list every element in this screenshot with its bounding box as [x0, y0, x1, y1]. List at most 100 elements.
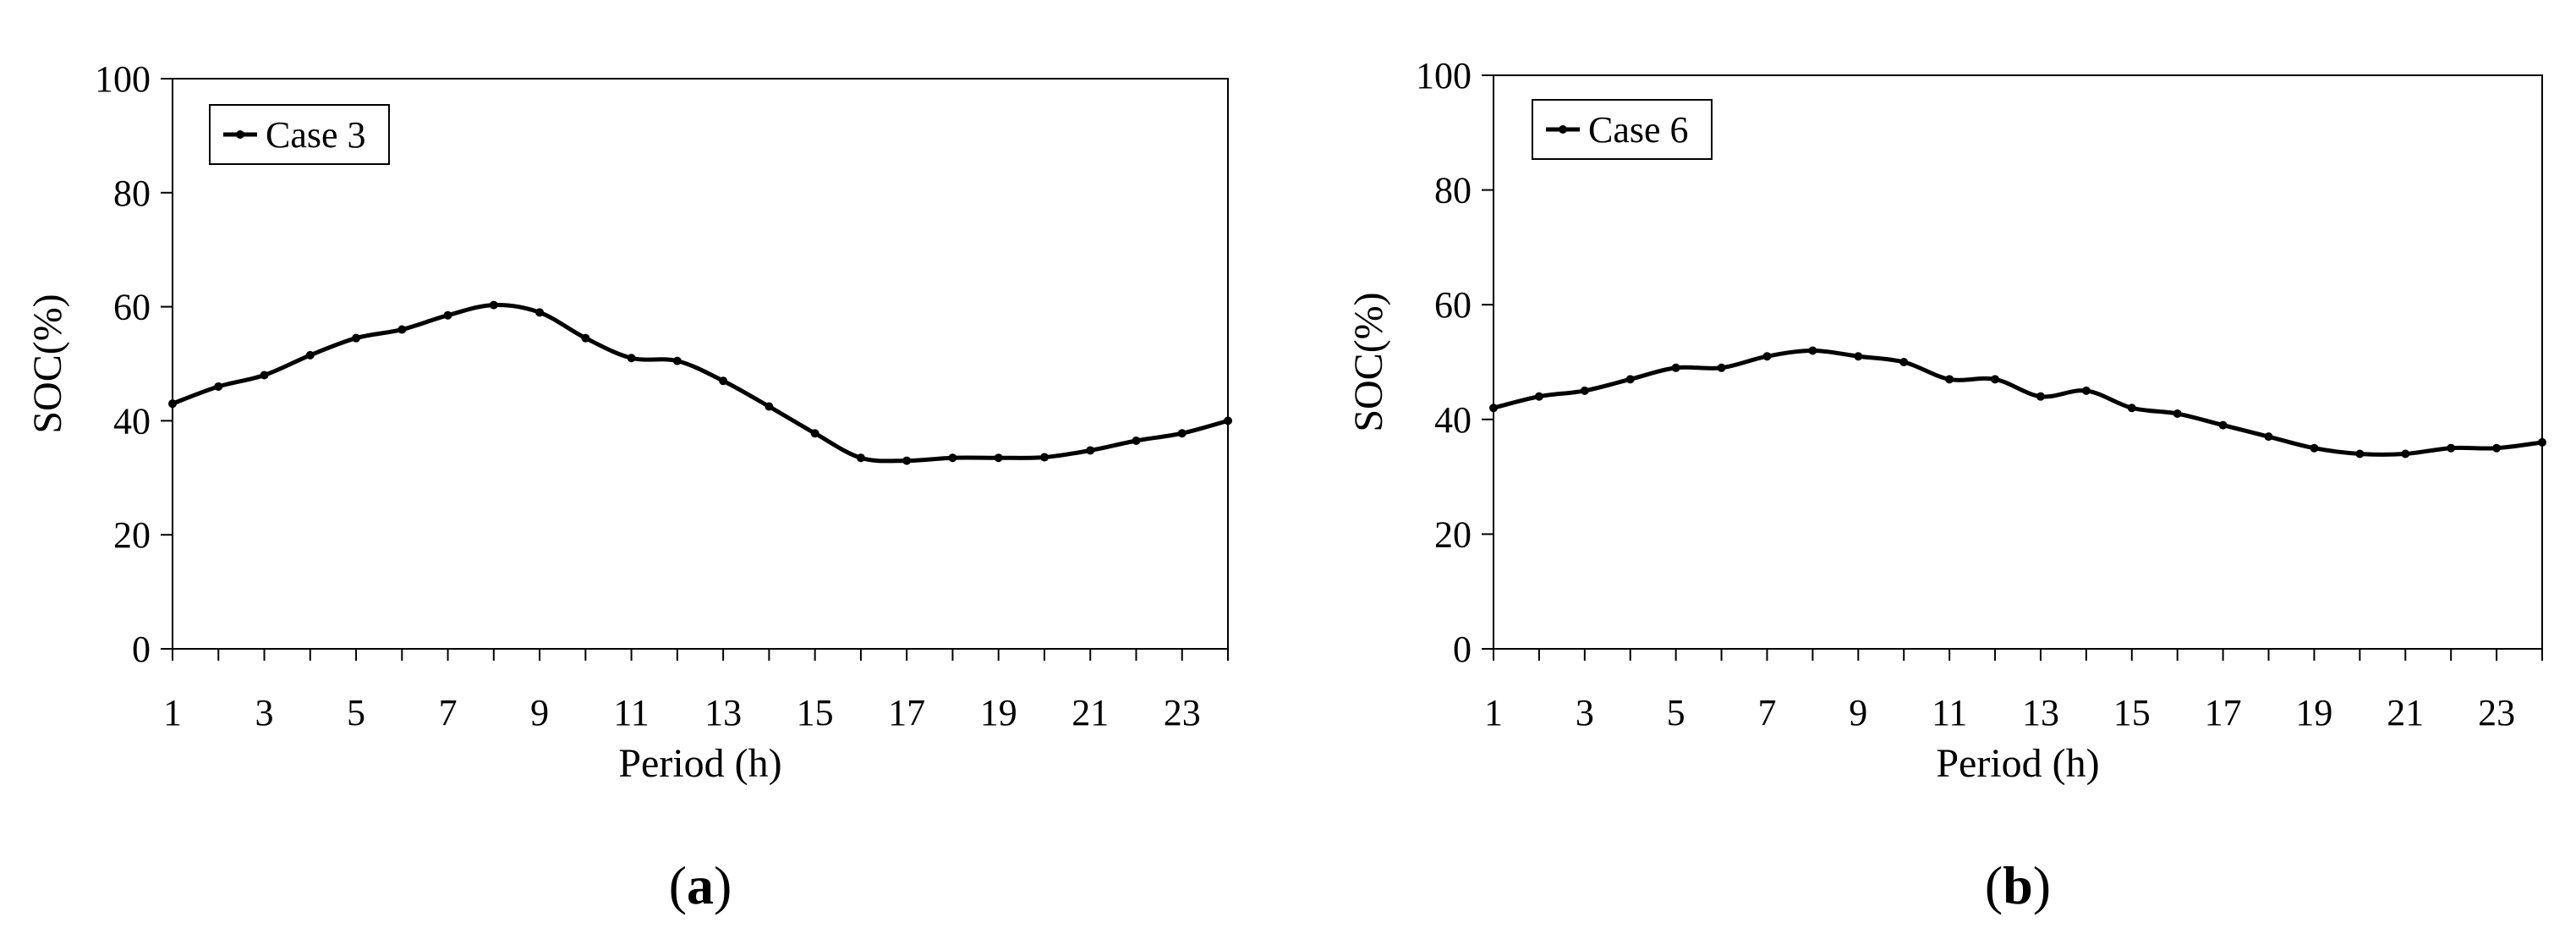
data-point: [2264, 432, 2273, 442]
y-tick-label: 20: [1434, 513, 1472, 555]
series-line: [1491, 348, 2545, 457]
legend: Case 3: [209, 104, 390, 165]
data-point: [2310, 443, 2319, 453]
x-axis-title: Period (h): [1936, 741, 2099, 786]
x-tick-label: 21: [1072, 692, 1109, 733]
x-tick-label: 1: [163, 692, 182, 733]
x-tick-label: 21: [2387, 692, 2424, 733]
legend-marker: [236, 130, 244, 139]
x-tick-label: 9: [530, 692, 549, 733]
legend-marker: [1559, 125, 1567, 134]
data-point: [948, 453, 957, 463]
data-point: [2492, 443, 2502, 453]
data-point: [765, 402, 774, 411]
data-point: [581, 333, 590, 343]
x-tick-label: 7: [1757, 692, 1776, 733]
data-point: [1039, 453, 1049, 462]
panel-label: (a): [669, 855, 732, 915]
data-point: [2401, 449, 2410, 459]
x-tick-label: 11: [1932, 692, 1967, 733]
data-point: [260, 371, 269, 380]
x-tick-label: 23: [2478, 692, 2515, 733]
data-point: [1808, 346, 1817, 355]
data-point: [214, 382, 223, 391]
x-tick-label: 3: [1576, 692, 1594, 733]
x-tick-label: 5: [1667, 692, 1685, 733]
data-point: [1132, 436, 1141, 445]
data-point: [535, 308, 545, 317]
y-axis-title: SOC(%): [25, 294, 70, 433]
data-point: [1899, 358, 1909, 366]
y-tick-label: 80: [1434, 170, 1472, 211]
data-point: [902, 456, 912, 465]
data-point: [627, 354, 636, 363]
x-tick-label: 15: [797, 692, 834, 733]
data-point: [994, 453, 1003, 463]
legend: Case 6: [1532, 99, 1713, 160]
data-point: [397, 325, 407, 334]
data-point: [1534, 392, 1543, 401]
data-point: [489, 300, 498, 310]
data-point: [1177, 429, 1187, 438]
y-axis-title: SOC(%): [1346, 292, 1391, 431]
y-tick-label: 60: [1434, 284, 1472, 326]
data-point: [1717, 363, 1726, 372]
data-point: [1086, 446, 1095, 455]
x-tick-label: 17: [2205, 692, 2242, 733]
data-point: [1671, 363, 1680, 372]
panel-label: (b): [1985, 855, 2051, 915]
data-point: [856, 453, 865, 463]
data-point: [2538, 437, 2546, 447]
data-point: [2447, 443, 2456, 453]
y-tick-label: 40: [113, 400, 151, 442]
data-point: [1991, 375, 2000, 384]
data-point: [719, 376, 728, 386]
data-point: [2355, 449, 2365, 459]
x-tick-label: 13: [2022, 692, 2059, 733]
x-tick-label: 9: [1849, 692, 1867, 733]
y-tick-label: 80: [113, 173, 151, 214]
data-point: [2036, 392, 2045, 401]
x-tick-label: 23: [1164, 692, 1201, 733]
y-tick-label: 40: [1434, 399, 1472, 441]
x-tick-label: 19: [980, 692, 1017, 733]
x-tick-label: 15: [2113, 692, 2151, 733]
data-point: [443, 310, 452, 320]
plot-area-frame: [1493, 74, 2543, 650]
data-point: [352, 333, 361, 343]
data-point: [2081, 386, 2091, 395]
x-tick-label: 1: [1484, 692, 1503, 733]
plot-area-frame: [172, 78, 1229, 650]
series-line: [170, 303, 1230, 464]
y-tick-label: 0: [1453, 629, 1472, 670]
data-point: [1762, 352, 1772, 361]
data-point: [305, 350, 315, 360]
data-point: [810, 429, 819, 438]
x-axis-title: Period (h): [618, 741, 781, 786]
x-tick-label: 3: [255, 692, 274, 733]
data-point: [2127, 404, 2136, 413]
y-tick-label: 100: [1416, 55, 1472, 96]
data-point: [672, 356, 682, 365]
x-tick-label: 5: [347, 692, 365, 733]
x-tick-label: 13: [704, 692, 742, 733]
data-point: [1854, 352, 1863, 361]
x-tick-label: 17: [888, 692, 925, 733]
data-point: [2218, 420, 2228, 430]
data-point: [1580, 386, 1589, 395]
y-tick-label: 100: [95, 58, 151, 100]
data-point: [2173, 409, 2182, 419]
legend-label: Case 6: [1588, 109, 1689, 151]
y-tick-label: 20: [113, 514, 151, 556]
x-tick-label: 7: [439, 692, 458, 733]
x-tick-label: 19: [2295, 692, 2332, 733]
data-point: [1224, 416, 1232, 426]
legend-label: Case 3: [266, 114, 366, 156]
data-point: [1945, 375, 1954, 384]
y-tick-label: 0: [132, 629, 151, 670]
data-point: [168, 399, 177, 409]
data-point: [1489, 404, 1498, 413]
